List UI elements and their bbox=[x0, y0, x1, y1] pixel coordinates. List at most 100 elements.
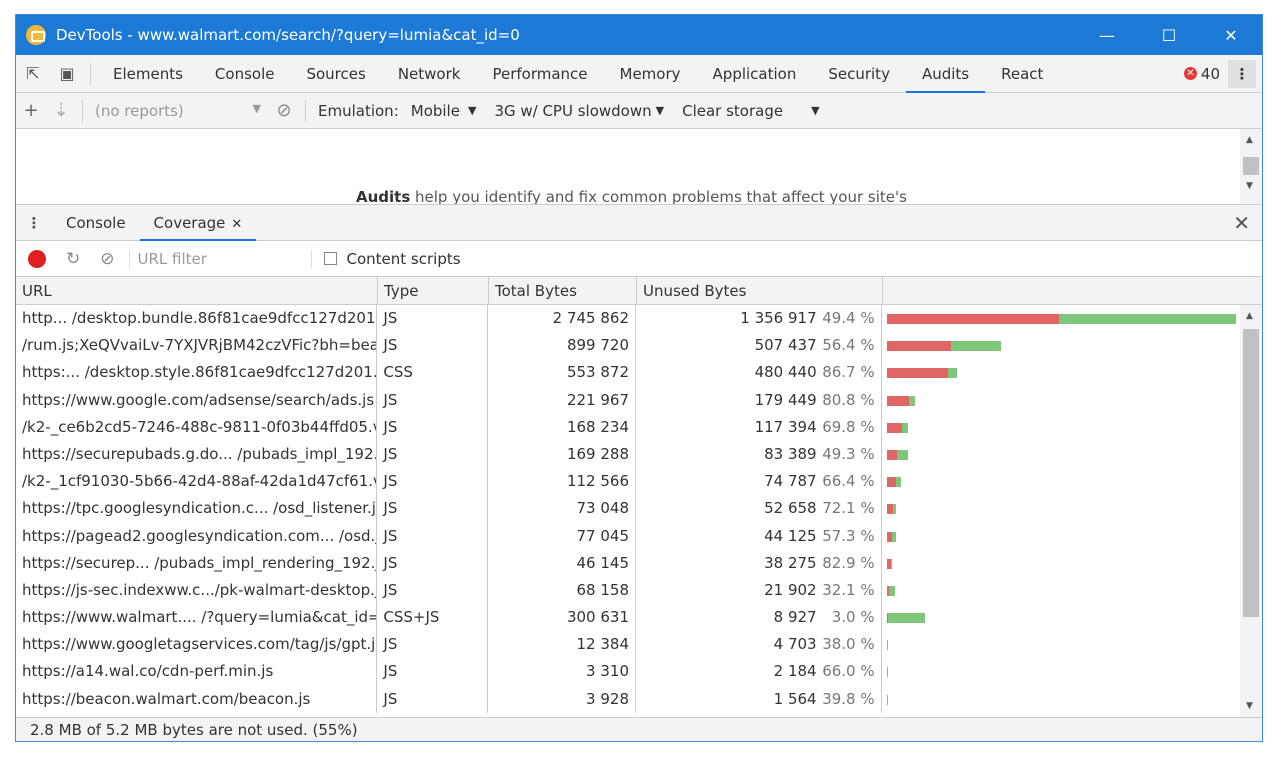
row-type: JS bbox=[377, 413, 489, 441]
audits-scrollbar-thumb[interactable] bbox=[1243, 157, 1259, 175]
row-unused-bytes: 179 449 bbox=[754, 390, 817, 409]
tab-react[interactable]: React bbox=[1001, 64, 1044, 83]
row-unused-bytes: 1 356 917 bbox=[740, 309, 817, 327]
row-unused-cell: 4 703 38.0 % bbox=[636, 631, 882, 659]
clear-reports-icon[interactable]: ⊘ bbox=[276, 100, 292, 121]
content-scripts-checkbox[interactable]: Content scripts bbox=[310, 249, 461, 268]
row-type: JS bbox=[377, 631, 489, 659]
error-count-badge[interactable]: ✕ 40 bbox=[1183, 65, 1220, 83]
coverage-bar bbox=[886, 422, 908, 433]
tab-application[interactable]: Application bbox=[712, 64, 797, 83]
tab-sources[interactable]: Sources bbox=[306, 64, 366, 83]
row-unused-percent: 69.8 % bbox=[822, 417, 875, 436]
clear-icon[interactable]: ⊘ bbox=[100, 248, 115, 269]
column-header-type[interactable]: Type bbox=[378, 277, 489, 304]
tab-security[interactable]: Security bbox=[828, 64, 890, 83]
row-unused-cell: 1 356 917 49.4 % bbox=[636, 305, 882, 333]
tab-audits[interactable]: Audits bbox=[905, 55, 986, 93]
table-scrollbar-thumb[interactable] bbox=[1243, 329, 1259, 617]
row-unused-percent: 86.7 % bbox=[822, 363, 875, 382]
device-toolbar-icon[interactable]: ▣ bbox=[59, 64, 75, 83]
tab-elements[interactable]: Elements bbox=[113, 64, 183, 83]
scroll-down-icon[interactable]: ▼ bbox=[1246, 181, 1253, 191]
table-row[interactable]: /rum.js;XeQVvaiLv-7YXJVRjBM42czVFic?bh=b… bbox=[16, 332, 1240, 360]
table-row[interactable]: https://securepubads.g.do... /pubads_imp… bbox=[16, 440, 1240, 469]
throttling-select[interactable]: 3G w/ CPU slowdown ▼ bbox=[494, 102, 664, 120]
download-report-icon[interactable]: ⇣ bbox=[53, 100, 69, 121]
row-url: http... /desktop.bundle.86f81cae9dfcc127… bbox=[16, 305, 378, 333]
column-header-unused-bytes[interactable]: Unused Bytes bbox=[637, 277, 883, 304]
device-select[interactable]: Mobile ▼ bbox=[411, 102, 477, 120]
table-row[interactable]: https://pagead2.googlesyndication.com...… bbox=[16, 522, 1240, 550]
row-coverage-cell bbox=[882, 441, 1240, 468]
inspect-element-icon[interactable]: ⇱ bbox=[26, 64, 40, 83]
coverage-bar bbox=[886, 504, 896, 515]
table-row[interactable]: https://www.walmart.... /?query=lumia&ca… bbox=[16, 604, 1240, 632]
panel-tabs: Elements Console Sources Network Performance… bbox=[97, 55, 1059, 93]
table-row[interactable]: /k2-_1cf91030-5b66-42d4-88af-42da1d47cf6… bbox=[16, 468, 1240, 496]
table-row[interactable]: https://tpc.googlesyndication.c... /osd_… bbox=[16, 495, 1240, 523]
coverage-bar-unused bbox=[886, 341, 952, 352]
column-header-total-bytes[interactable]: Total Bytes bbox=[489, 277, 637, 304]
row-url: https://js-sec.indexww.c.../pk-walmart-d… bbox=[16, 576, 378, 605]
divider bbox=[90, 62, 91, 85]
row-url: https://tpc.googlesyndication.c... /osd_… bbox=[16, 495, 378, 523]
row-unused-bytes: 480 440 bbox=[754, 363, 817, 382]
table-row[interactable]: https://a14.wal.co/cdn-perf.min.js JS 3 31… bbox=[16, 658, 1240, 686]
add-report-icon[interactable]: + bbox=[23, 100, 39, 121]
reports-select[interactable]: (no reports) ▼ bbox=[89, 102, 269, 120]
table-row[interactable]: /k2-_ce6b2cd5-7246-488c-9811-0f03b44ffd0… bbox=[16, 413, 1240, 441]
checkbox-box[interactable] bbox=[323, 252, 337, 265]
tab-memory[interactable]: Memory bbox=[619, 64, 681, 83]
table-scrollbar[interactable]: ▲ ▼ bbox=[1240, 305, 1262, 717]
table-row[interactable]: https://beacon.walmart.com/beacon.js JS 3 … bbox=[16, 685, 1240, 713]
row-type: CSS+JS bbox=[377, 604, 489, 632]
row-unused-bytes: 44 125 bbox=[764, 526, 817, 545]
row-url: https://securepubads.g.do... /pubads_imp… bbox=[16, 440, 378, 469]
row-unused-cell: 8 927 3.0 % bbox=[636, 604, 882, 632]
coverage-bar bbox=[886, 395, 915, 406]
maximize-icon[interactable]: ☐ bbox=[1161, 25, 1177, 45]
record-icon[interactable] bbox=[28, 249, 46, 268]
tab-console[interactable]: Console bbox=[214, 64, 275, 83]
drawer-tab-console[interactable]: Console bbox=[66, 213, 126, 232]
scroll-up-icon[interactable]: ▲ bbox=[1246, 135, 1253, 145]
close-drawer-icon[interactable]: ✕ bbox=[1233, 210, 1250, 235]
column-header-coverage[interactable] bbox=[883, 277, 1242, 304]
customize-menu-icon[interactable]: ⋮ bbox=[1228, 59, 1256, 88]
row-total-bytes: 3 310 bbox=[488, 658, 636, 686]
row-coverage-cell bbox=[882, 414, 1240, 441]
row-unused-bytes: 83 389 bbox=[764, 444, 817, 463]
clear-storage-select[interactable]: Clear storage ▼ bbox=[682, 102, 819, 120]
column-header-url[interactable]: URL bbox=[16, 277, 378, 304]
tab-performance[interactable]: Performance bbox=[492, 64, 588, 83]
reload-icon[interactable]: ↻ bbox=[66, 248, 81, 269]
tab-network[interactable]: Network bbox=[397, 64, 461, 83]
url-filter-input[interactable]: URL filter bbox=[128, 249, 301, 268]
close-tab-icon[interactable]: ✕ bbox=[231, 216, 243, 232]
coverage-bar-used bbox=[891, 558, 893, 569]
minimize-icon[interactable]: — bbox=[1099, 25, 1115, 45]
table-row[interactable]: http... /desktop.bundle.86f81cae9dfcc127… bbox=[16, 305, 1240, 333]
table-row[interactable]: https:... /desktop.style.86f81cae9dfcc12… bbox=[16, 359, 1240, 387]
row-total-bytes: 3 928 bbox=[488, 685, 636, 713]
coverage-bar-unused bbox=[886, 504, 894, 515]
chevron-down-icon: ▼ bbox=[252, 101, 261, 115]
table-row[interactable]: https://js-sec.indexww.c.../pk-walmart-d… bbox=[16, 576, 1240, 605]
table-row[interactable]: https://www.google.com/adsense/search/ad… bbox=[16, 386, 1240, 414]
audits-scrollbar[interactable]: ▲ ▼ bbox=[1240, 129, 1262, 204]
drawer-menu-icon[interactable]: ⋮ bbox=[26, 213, 42, 232]
coverage-bar bbox=[886, 314, 1236, 324]
row-coverage-cell bbox=[882, 631, 1240, 658]
audits-toolbar: + ⇣ (no reports) ▼ ⊘ Emulation: Mobile ▼… bbox=[16, 93, 1262, 129]
drawer-tab-coverage[interactable]: Coverage ✕ bbox=[139, 205, 257, 241]
title-bar: DevTools - www.walmart.com/search/?query… bbox=[16, 15, 1262, 55]
close-window-icon[interactable]: ✕ bbox=[1224, 25, 1238, 45]
table-row[interactable]: https://www.googletagservices.com/tag/js… bbox=[16, 631, 1240, 659]
row-coverage-cell bbox=[882, 359, 1240, 386]
audits-intro-bold: Audits bbox=[356, 188, 411, 205]
table-row[interactable]: https://securep... /pubads_impl_renderin… bbox=[16, 549, 1240, 577]
scroll-down-icon[interactable]: ▼ bbox=[1246, 701, 1253, 711]
coverage-bar-unused bbox=[886, 558, 892, 569]
scroll-up-icon[interactable]: ▲ bbox=[1246, 311, 1253, 321]
